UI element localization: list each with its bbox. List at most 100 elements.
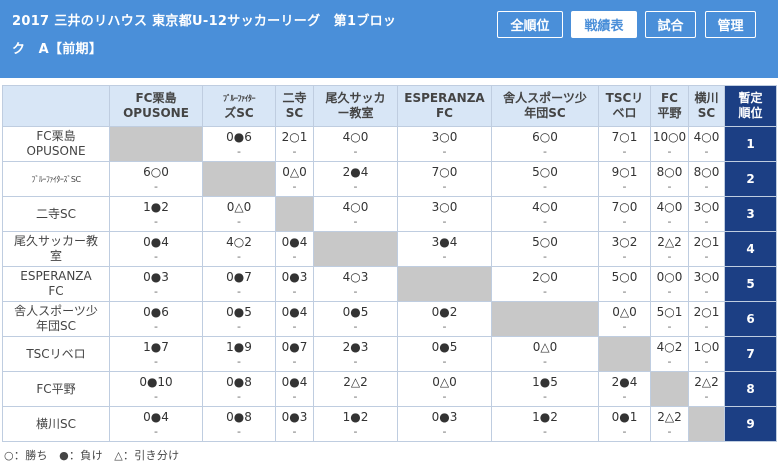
match-result-cell[interactable]: 2△2- [313, 371, 398, 407]
match-result-cell[interactable]: 0△0- [202, 196, 276, 232]
match-result-cell[interactable]: 0●3- [397, 406, 492, 442]
match-result-cell[interactable]: 1●7- [109, 336, 203, 372]
match-result-cell[interactable]: 4○3- [313, 266, 398, 302]
match-result-cell[interactable]: 3●4- [397, 231, 492, 267]
match-result-cell[interactable]: 2●4- [313, 161, 398, 197]
match-result-cell[interactable]: 0●8- [202, 406, 276, 442]
match-result-cell[interactable]: 0○0- [650, 266, 689, 302]
match-result-cell[interactable]: 0●3- [275, 406, 314, 442]
team-name[interactable]: FC平野 [2, 371, 110, 407]
match-result-cell[interactable]: 0△0- [275, 161, 314, 197]
match-result-cell[interactable]: 3○0- [688, 266, 725, 302]
match-result-cell[interactable]: 4○2- [650, 336, 689, 372]
match-result-cell[interactable]: 4○0- [491, 196, 599, 232]
match-result-cell[interactable]: 0●4- [275, 231, 314, 267]
team-name[interactable]: TSCリベロ [2, 336, 110, 372]
match-result-cell[interactable]: 0●6- [202, 126, 276, 162]
match-result-cell[interactable]: 8○0- [650, 161, 689, 197]
match-detail: - [667, 355, 672, 368]
match-result-cell[interactable]: 8○0- [688, 161, 725, 197]
match-result-cell[interactable]: 0●8- [202, 371, 276, 407]
match-result-cell[interactable]: 2●4- [598, 371, 651, 407]
match-result-cell[interactable]: 7○0- [598, 196, 651, 232]
match-result-cell[interactable]: 1●2- [313, 406, 398, 442]
match-result-cell[interactable]: 2○1- [688, 301, 725, 337]
team-name[interactable]: 尾久サッカー教室 [2, 231, 110, 267]
match-result-cell[interactable]: 3○0- [397, 126, 492, 162]
match-result-cell[interactable]: 2○1- [688, 231, 725, 267]
match-detail: - [704, 250, 709, 263]
team-name[interactable]: ﾌﾞﾙｰﾌｧｲﾀｰｽﾞSC [2, 161, 110, 197]
match-result-cell[interactable]: 0●5- [202, 301, 276, 337]
match-result-cell[interactable]: 4○0- [688, 126, 725, 162]
results-table-button[interactable]: 戦績表 [571, 11, 637, 38]
match-result-cell[interactable]: 3○2- [598, 231, 651, 267]
match-result-cell[interactable]: 0●1- [598, 406, 651, 442]
match-score: 0●1 [611, 410, 638, 424]
match-detail: - [704, 285, 709, 298]
team-name[interactable]: FC栗島 OPUSONE [2, 126, 110, 162]
match-result-cell[interactable]: 5○0- [598, 266, 651, 302]
rank-cell: 9 [724, 406, 777, 442]
match-score: 3○0 [431, 200, 458, 214]
match-result-cell[interactable]: 0●4- [275, 301, 314, 337]
match-result-cell[interactable]: 0●7- [202, 266, 276, 302]
match-result-cell[interactable]: 9○1- [598, 161, 651, 197]
match-detail: - [154, 320, 158, 333]
match-detail: - [667, 425, 672, 438]
match-result-cell[interactable]: 5○0- [491, 231, 599, 267]
admin-button[interactable]: 管理 [705, 11, 756, 38]
match-result-cell[interactable]: 0●3- [109, 266, 203, 302]
match-result-cell[interactable]: 0△0- [491, 336, 599, 372]
match-result-cell[interactable]: 4○0- [650, 196, 689, 232]
match-result-cell[interactable]: 0●4- [109, 406, 203, 442]
match-result-cell[interactable]: 1●9- [202, 336, 276, 372]
match-result-cell[interactable]: 4○0- [313, 126, 398, 162]
match-result-cell[interactable]: 6○0- [109, 161, 203, 197]
team-name[interactable]: 横川SC [2, 406, 110, 442]
team-name[interactable]: ESPERANZA FC [2, 266, 110, 302]
match-result-cell[interactable]: 4○2- [202, 231, 276, 267]
rank-header-line: 暫定 [738, 91, 763, 105]
match-detail: - [704, 320, 709, 333]
match-result-cell[interactable]: 2●3- [313, 336, 398, 372]
match-detail: - [442, 180, 447, 193]
match-result-cell[interactable]: 2△2- [688, 371, 725, 407]
matches-button[interactable]: 試合 [645, 11, 696, 38]
match-result-cell[interactable]: 2○1- [275, 126, 314, 162]
match-result-cell[interactable]: 5○0- [491, 161, 599, 197]
team-name[interactable]: 舎人スポーツ少 年団SC [2, 301, 110, 337]
match-result-cell[interactable]: 1○0- [688, 336, 725, 372]
team-name[interactable]: 二寺SC [2, 196, 110, 232]
match-result-cell[interactable]: 4○0- [313, 196, 398, 232]
match-result-cell[interactable]: 0●3- [275, 266, 314, 302]
match-result-cell[interactable]: 0●7- [275, 336, 314, 372]
match-result-cell[interactable]: 6○0- [491, 126, 599, 162]
match-result-cell[interactable]: 3○0- [397, 196, 492, 232]
match-result-cell[interactable]: 2○0- [491, 266, 599, 302]
match-result-cell[interactable]: 0●2- [397, 301, 492, 337]
match-result-cell[interactable]: 0●4- [275, 371, 314, 407]
match-result-cell[interactable]: 5○1- [650, 301, 689, 337]
match-result-cell[interactable]: 0△0- [598, 301, 651, 337]
match-result-cell[interactable]: 10○0- [650, 126, 689, 162]
match-score: 2○1 [693, 235, 720, 249]
match-result-cell[interactable]: 0△0- [397, 371, 492, 407]
match-detail: - [353, 390, 358, 403]
match-result-cell[interactable]: 1●5- [491, 371, 599, 407]
match-result-cell[interactable]: 7○1- [598, 126, 651, 162]
match-result-cell[interactable]: 3○0- [688, 196, 725, 232]
match-score: 0●4 [143, 235, 169, 249]
match-result-cell[interactable]: 0●6- [109, 301, 203, 337]
match-result-cell[interactable]: 1●2- [109, 196, 203, 232]
match-result-cell[interactable]: 0●5- [397, 336, 492, 372]
match-result-cell[interactable]: 0●4- [109, 231, 203, 267]
match-result-cell[interactable]: 1●2- [491, 406, 599, 442]
match-result-cell[interactable]: 0●5- [313, 301, 398, 337]
match-score: 3○0 [693, 270, 720, 284]
match-result-cell[interactable]: 0●10- [109, 371, 203, 407]
match-result-cell[interactable]: 7○0- [397, 161, 492, 197]
all-rankings-button[interactable]: 全順位 [497, 11, 563, 38]
match-result-cell[interactable]: 2△2- [650, 231, 689, 267]
match-result-cell[interactable]: 2△2- [650, 406, 689, 442]
